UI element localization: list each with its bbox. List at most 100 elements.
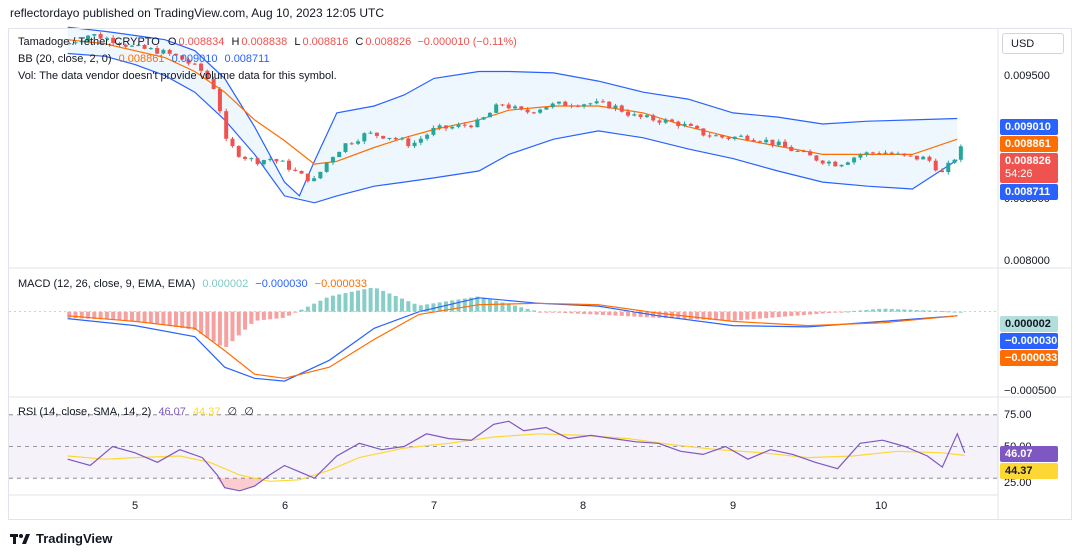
candle-body <box>726 137 731 139</box>
candle-body <box>255 158 260 165</box>
macd-histogram-bar <box>324 297 329 312</box>
macd-legend[interactable]: MACD (12, 26, close, 9, EMA, EMA) 0.0000… <box>18 278 367 290</box>
candle-body <box>293 169 298 171</box>
macd-histogram-bar <box>808 311 813 315</box>
rsi-empty-1: ∅ <box>227 406 238 418</box>
macd-histogram-bar <box>381 290 386 312</box>
macd-histogram-bar <box>550 311 555 313</box>
macd-histogram-bar <box>217 311 222 346</box>
bb-label: BB (20, close, 2, 0) <box>18 53 112 65</box>
candle-body <box>657 120 662 123</box>
bb-mid-value: 0.008861 <box>118 53 165 65</box>
candle-body <box>513 106 518 109</box>
symbol-legend[interactable]: Tamadoge / Tether, CRYPTO O 0.008834 H 0.0… <box>18 36 517 48</box>
x-tick: 10 <box>875 500 888 512</box>
rsi-tick: 75.00 <box>1004 409 1032 421</box>
candle-body <box>870 152 875 154</box>
candle-body <box>751 139 756 142</box>
tradingview-logo[interactable]: TradingView <box>10 531 112 546</box>
candle-body <box>374 132 379 136</box>
macd-histogram-bar <box>921 310 926 312</box>
high-value: 0.008838 <box>241 36 288 48</box>
candle-body <box>425 134 430 139</box>
macd-histogram-bar <box>318 300 323 312</box>
macd-histogram-bar <box>86 311 91 319</box>
candle-body <box>600 101 605 103</box>
rsi-tag: 46.07 <box>1000 446 1058 462</box>
candle-body <box>261 160 266 165</box>
macd-histogram-bar <box>462 298 467 312</box>
macd-histogram-bar <box>443 301 448 312</box>
rsi-legend[interactable]: RSI (14, close, SMA, 14, 2) 46.07 44.37 … <box>18 405 254 418</box>
candle-body <box>682 123 687 127</box>
macd-histogram-bar <box>79 311 84 319</box>
candle-body <box>111 37 116 44</box>
vol-legend: Vol: The data vendor doesn't provide vol… <box>18 70 337 82</box>
bb-legend[interactable]: BB (20, close, 2, 0) 0.008861 0.009010 0… <box>18 53 270 65</box>
macd-histogram-bar <box>801 311 806 316</box>
candle-body <box>299 170 304 174</box>
chart-frame <box>8 28 1072 520</box>
candle-body <box>613 105 618 109</box>
candle-body <box>173 53 178 56</box>
candle-body <box>79 40 84 43</box>
macd-histogram-bar <box>450 300 455 312</box>
currency-selector[interactable]: USD <box>1002 33 1064 54</box>
macd-histogram-bar <box>268 311 273 320</box>
macd-histogram-bar <box>720 311 725 321</box>
candle-body <box>506 104 511 109</box>
candle-body <box>305 173 310 182</box>
candle-body <box>538 109 543 113</box>
close-value: 0.008826 <box>365 36 412 48</box>
macd-histogram-bar <box>908 309 913 312</box>
macd-histogram-bar <box>607 311 612 316</box>
candle-body <box>638 114 643 118</box>
candle-body <box>312 178 317 182</box>
candle-body <box>519 106 524 110</box>
candle-body <box>280 160 285 162</box>
rsi-ma-tag: 44.37 <box>1000 463 1058 479</box>
macd-histogram-bar <box>167 311 172 327</box>
candle-body <box>940 170 945 173</box>
candle-body <box>764 139 769 143</box>
candle-body <box>732 136 737 139</box>
price-tick: 0.008000 <box>1004 255 1050 267</box>
macd-histogram-bar <box>362 289 367 312</box>
candle-body <box>456 124 461 127</box>
candle-body <box>713 135 718 137</box>
macd-histogram-bar <box>757 311 762 319</box>
candle-body <box>180 55 185 60</box>
macd-histogram-bar <box>770 311 775 318</box>
candle-body <box>626 111 631 116</box>
macd-histogram-bar <box>695 311 700 320</box>
candle-body <box>896 153 901 155</box>
macd-histogram-bar <box>933 310 938 312</box>
macd-histogram-bar <box>123 311 128 321</box>
candle-body <box>569 105 574 107</box>
countdown: 54:26 <box>1005 168 1033 180</box>
candle-body <box>73 42 78 44</box>
macd-histogram-bar <box>431 303 436 312</box>
macd-histogram-bar <box>67 311 72 318</box>
candle-body <box>808 151 813 156</box>
macd-histogram-bar <box>148 311 153 324</box>
candle-body <box>123 44 128 47</box>
candle-body <box>801 151 806 153</box>
macd-histogram-bar <box>330 295 335 312</box>
macd-histogram-bar <box>192 311 197 330</box>
candle-body <box>487 112 492 118</box>
macd-histogram-bar <box>136 311 141 322</box>
candle-body <box>556 101 561 104</box>
macd-histogram-bar <box>632 311 637 317</box>
macd-hist-value: 0.000002 <box>202 278 249 290</box>
macd-histogram-bar <box>726 311 731 321</box>
macd-histogram-bar <box>914 310 919 312</box>
bb-basis-tag: 0.008861 <box>1000 136 1058 152</box>
macd-histogram-bar <box>870 309 875 312</box>
candle-body <box>406 138 411 147</box>
macd-label: MACD (12, 26, close, 9, EMA, EMA) <box>18 278 196 290</box>
bb-upper-tag: 0.009010 <box>1000 119 1058 135</box>
candle-body <box>531 112 536 114</box>
candle-body <box>393 137 398 140</box>
